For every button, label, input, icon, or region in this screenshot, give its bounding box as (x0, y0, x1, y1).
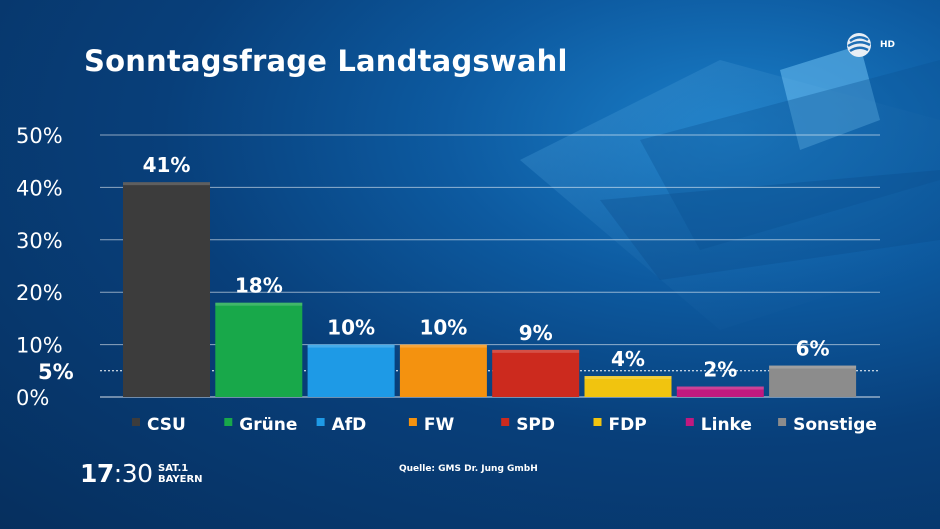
bar-value-label: 41% (143, 153, 191, 177)
bar-highlight (584, 376, 672, 380)
legend-label: Sonstige (793, 415, 877, 435)
legend-swatch (224, 418, 233, 426)
bar (676, 386, 764, 397)
bar-highlight (676, 386, 764, 390)
clock: 17:30 (80, 459, 153, 488)
bar-highlight (123, 182, 210, 186)
legend-swatch (316, 418, 325, 426)
bar-highlight (492, 349, 580, 353)
clock-minutes: :30 (113, 459, 153, 488)
bar (215, 302, 303, 397)
bar-value-label: 18% (235, 274, 283, 298)
bar-value-label: 9% (519, 321, 553, 345)
bar (769, 365, 857, 397)
bar (123, 182, 210, 397)
bar-highlight (307, 344, 395, 348)
y-tick-label: 10% (16, 334, 63, 358)
legend-swatch (685, 418, 694, 426)
legend-swatch (408, 418, 417, 426)
legend-label: AfD (332, 415, 367, 435)
chart-title: Sonntagsfrage Landtagswahl (84, 44, 568, 78)
y-tick-label: 40% (16, 176, 63, 200)
bar-highlight (215, 302, 303, 306)
clock-hour: 17 (80, 459, 114, 488)
legend-swatch (593, 418, 602, 426)
legend-swatch (501, 418, 510, 426)
hd-badge: HD (880, 40, 896, 50)
y-tick-label: 50% (16, 124, 63, 148)
y-tick-label: 20% (16, 281, 63, 305)
channel-logo: HD (844, 30, 904, 62)
legend-swatch (132, 418, 140, 426)
sat1-ball-icon (847, 33, 871, 57)
threshold-label: 5% (38, 360, 74, 384)
legend-label: CSU (147, 415, 186, 435)
legend-label: SPD (516, 415, 555, 435)
legend-swatch (778, 418, 787, 426)
bar-value-label: 4% (611, 347, 645, 371)
bar (307, 344, 395, 397)
legend-label: FW (424, 415, 455, 435)
channel-name-line1: SAT.1 (158, 463, 189, 474)
source-note: Quelle: GMS Dr. Jung GmbH (399, 464, 538, 474)
bar (584, 376, 672, 397)
bar (492, 349, 580, 397)
channel-name-line2: BAYERN (158, 474, 203, 485)
bar (399, 344, 487, 397)
bar-value-label: 10% (327, 316, 375, 340)
bar-value-label: 2% (703, 358, 737, 382)
bar-value-label: 10% (419, 316, 467, 340)
channel-name: SAT.1 BAYERN (158, 463, 203, 485)
bar-highlight (769, 365, 857, 369)
bar-highlight (399, 344, 487, 348)
legend-label: Linke (701, 415, 752, 435)
y-tick-label: 0% (16, 386, 49, 410)
y-tick-label: 30% (16, 229, 63, 253)
legend-label: FDP (609, 415, 647, 435)
bar-value-label: 6% (796, 337, 830, 361)
legend-label: Grüne (239, 415, 297, 435)
